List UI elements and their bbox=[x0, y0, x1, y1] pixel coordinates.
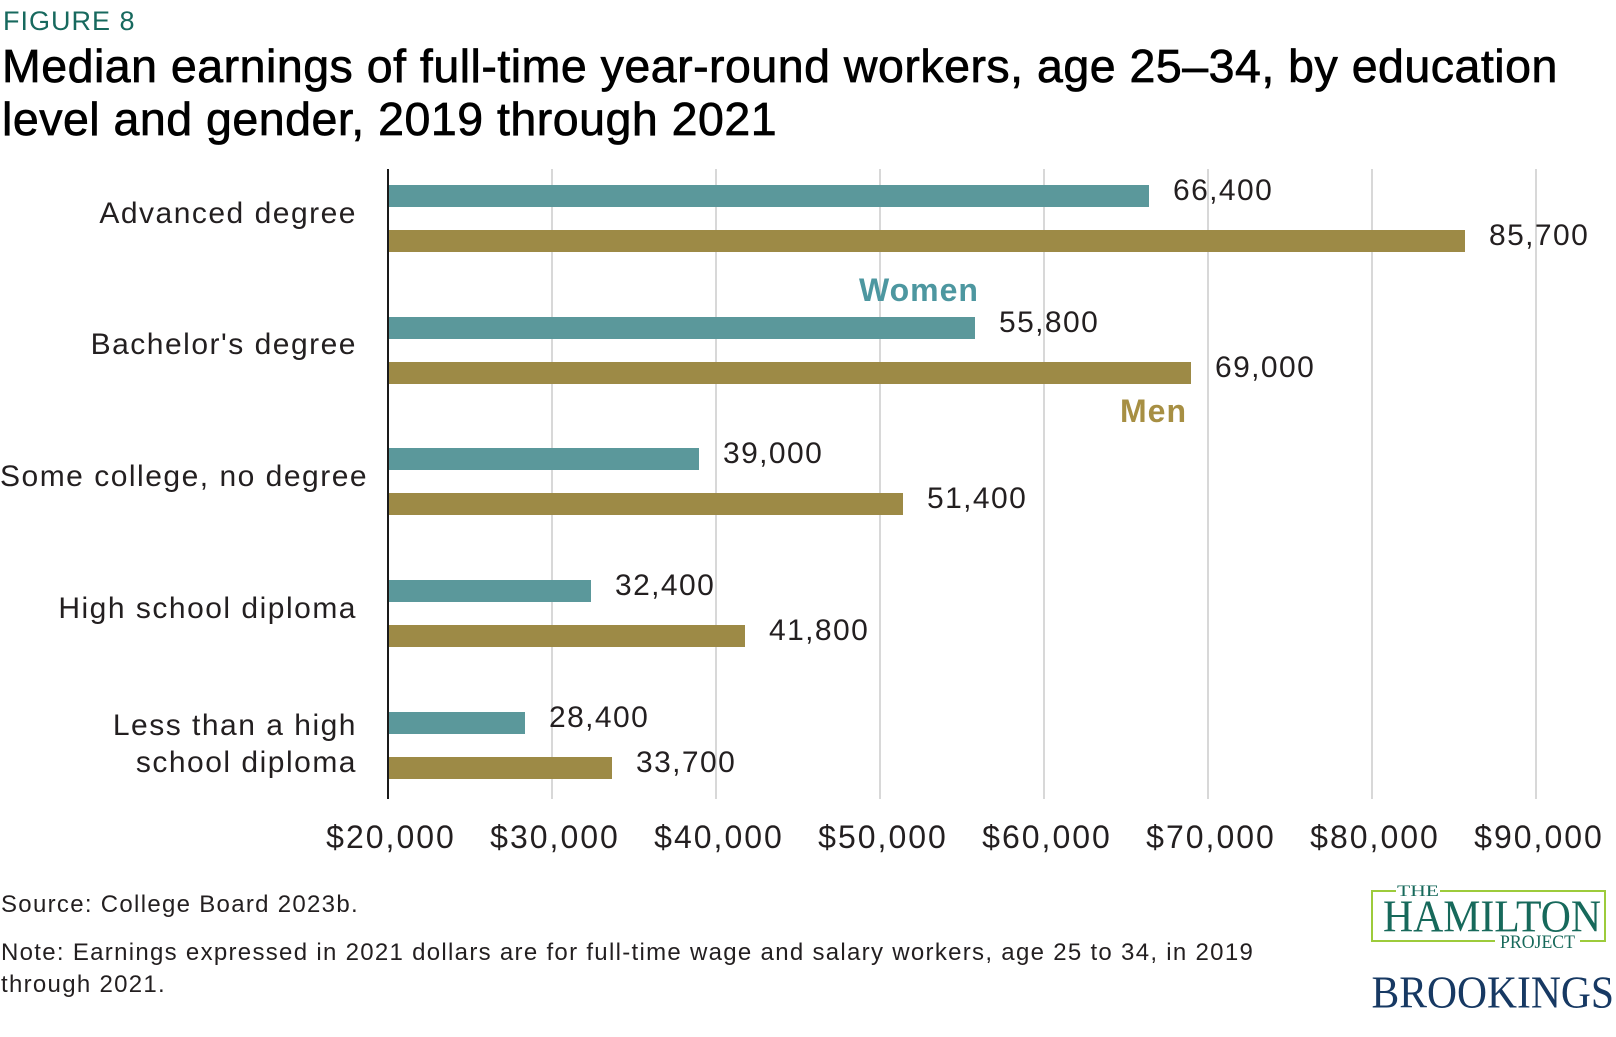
svg-text:THE: THE bbox=[1397, 883, 1439, 900]
svg-text:HAMILTON: HAMILTON bbox=[1383, 892, 1601, 942]
svg-text:PROJECT: PROJECT bbox=[1500, 932, 1575, 950]
svg-text:BROOKINGS: BROOKINGS bbox=[1372, 971, 1615, 1011]
